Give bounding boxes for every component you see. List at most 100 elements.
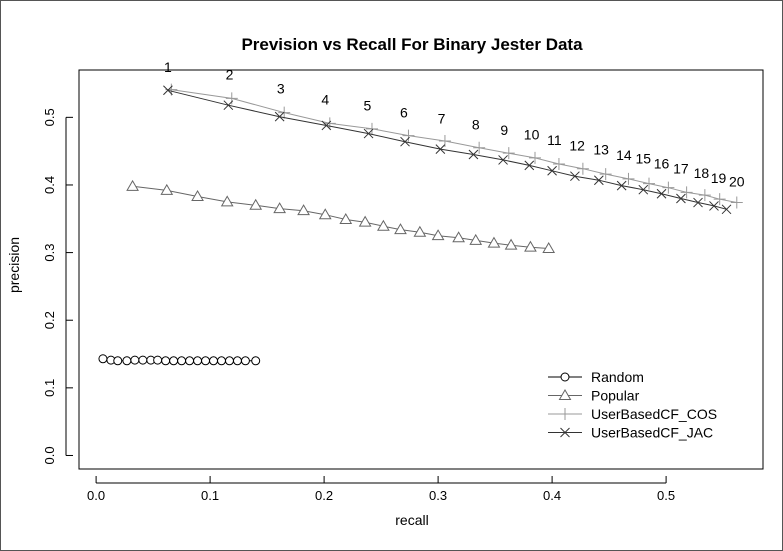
data-point xyxy=(616,180,627,191)
data-point xyxy=(217,356,226,366)
y-tick-label: 0.4 xyxy=(42,176,57,194)
x-tick-label: 0.5 xyxy=(657,488,675,503)
data-point xyxy=(223,100,234,111)
data-point xyxy=(126,179,139,191)
point-label: 4 xyxy=(321,91,329,107)
data-point xyxy=(643,177,655,190)
legend-label: UserBasedCF_COS xyxy=(591,406,717,422)
data-point xyxy=(638,184,649,195)
point-label: 5 xyxy=(364,98,372,114)
y-tick-label: 0.0 xyxy=(42,446,57,464)
data-point xyxy=(473,141,486,154)
data-point xyxy=(662,181,675,194)
point-label: 15 xyxy=(636,150,652,166)
y-axis-label: precision xyxy=(6,237,22,293)
data-point xyxy=(273,202,287,214)
data-point xyxy=(163,85,173,96)
data-point xyxy=(251,356,261,366)
data-point xyxy=(435,144,446,154)
data-point xyxy=(160,183,174,195)
point-label: 11 xyxy=(547,132,562,148)
data-point xyxy=(502,147,515,160)
data-point xyxy=(593,175,604,186)
data-point xyxy=(130,355,140,365)
plot-area-border xyxy=(78,69,764,470)
data-point xyxy=(297,204,310,216)
data-point xyxy=(98,354,108,364)
data-point xyxy=(469,233,483,245)
data-point xyxy=(576,162,589,175)
data-point xyxy=(224,356,234,366)
legend-label: UserBasedCF_JAC xyxy=(591,425,713,441)
data-point xyxy=(363,128,374,139)
data-point xyxy=(676,193,686,204)
point-label: 18 xyxy=(694,165,710,181)
data-point xyxy=(552,158,565,171)
data-point xyxy=(622,172,635,185)
data-point xyxy=(274,111,285,122)
data-point xyxy=(191,189,204,201)
data-point xyxy=(524,240,537,252)
data-point xyxy=(730,196,743,209)
data-point xyxy=(413,225,427,237)
data-point xyxy=(323,117,336,130)
point-label: 20 xyxy=(729,173,745,189)
data-point xyxy=(542,242,556,254)
data-point xyxy=(713,193,726,206)
x-tick-label: 0.4 xyxy=(543,488,561,503)
data-point xyxy=(232,356,242,366)
data-point xyxy=(240,356,250,366)
data-point xyxy=(169,356,179,366)
data-point xyxy=(153,355,163,365)
data-point xyxy=(402,129,415,142)
data-point xyxy=(358,215,372,227)
point-label: 19 xyxy=(711,170,727,186)
point-label: 16 xyxy=(654,156,670,172)
data-point xyxy=(321,120,332,131)
data-point xyxy=(656,188,667,199)
data-point xyxy=(394,223,407,235)
data-point xyxy=(249,198,263,210)
legend-marker xyxy=(560,427,570,438)
data-point xyxy=(680,186,693,199)
data-point xyxy=(225,92,238,105)
x-axis-ticks: 0.0 0.1 0.2 0.3 0.4 0.5 xyxy=(87,476,675,503)
data-point xyxy=(318,208,332,220)
data-point xyxy=(693,197,703,208)
legend-entry: UserBasedCF_JAC xyxy=(548,425,713,441)
y-axis-ticks: 0.0 0.1 0.2 0.3 0.4 0.5 xyxy=(42,108,73,465)
data-point xyxy=(138,355,148,365)
data-point xyxy=(377,219,390,231)
legend-marker xyxy=(560,372,570,382)
point-label: 12 xyxy=(569,137,585,153)
data-point xyxy=(468,149,479,160)
data-point xyxy=(177,356,187,366)
legend: Random Popular UserBasedCF_COS UserBasedCF_… xyxy=(548,369,717,441)
data-point xyxy=(524,160,535,171)
y-tick-label: 0.1 xyxy=(42,379,57,397)
point-label-layer: 1 234 5 6 7 8 9 10 11 12 13 14 15 16 17 18 19 20 xyxy=(164,59,745,189)
series-popular xyxy=(126,179,556,254)
data-point xyxy=(487,236,501,248)
data-point xyxy=(721,204,732,215)
data-point xyxy=(193,356,203,366)
point-label: 2 xyxy=(226,66,234,82)
point-label: 7 xyxy=(438,110,446,126)
legend-label: Popular xyxy=(591,388,640,404)
data-point xyxy=(504,238,518,250)
data-point xyxy=(209,356,219,366)
data-point xyxy=(365,122,378,135)
y-tick-label: 0.3 xyxy=(42,244,57,262)
data-point xyxy=(599,168,612,181)
legend-marker xyxy=(558,389,572,400)
point-label: 3 xyxy=(277,81,285,97)
data-point xyxy=(161,356,171,366)
x-axis-label: recall xyxy=(395,512,428,528)
point-label: 10 xyxy=(524,127,540,143)
data-point xyxy=(431,229,445,241)
data-point xyxy=(570,171,580,182)
data-point xyxy=(452,231,465,243)
data-point xyxy=(185,356,195,366)
